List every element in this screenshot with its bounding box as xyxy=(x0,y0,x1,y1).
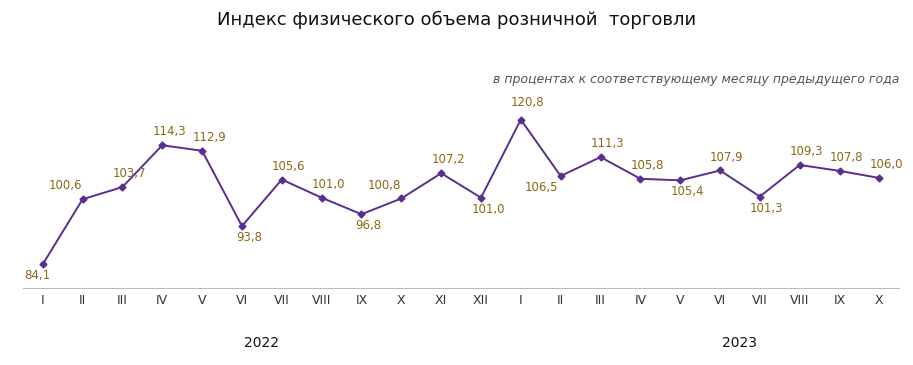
Text: 120,8: 120,8 xyxy=(511,96,544,108)
Text: 105,6: 105,6 xyxy=(272,160,306,173)
Text: 112,9: 112,9 xyxy=(192,131,226,144)
Text: 96,8: 96,8 xyxy=(355,219,382,232)
Text: 105,4: 105,4 xyxy=(670,185,704,199)
Text: 105,8: 105,8 xyxy=(631,159,664,172)
Text: Индекс физического объема розничной  торговли: Индекс физического объема розничной торг… xyxy=(217,11,696,29)
Text: 107,9: 107,9 xyxy=(710,150,744,164)
Text: в процентах к соответствующему месяцу предыдущего года: в процентах к соответствующему месяцу пр… xyxy=(493,73,899,86)
Text: 106,0: 106,0 xyxy=(869,158,903,171)
Text: 93,8: 93,8 xyxy=(236,231,262,244)
Text: 2023: 2023 xyxy=(722,337,758,350)
Text: 111,3: 111,3 xyxy=(591,137,624,150)
Text: 109,3: 109,3 xyxy=(790,145,824,158)
Text: 101,0: 101,0 xyxy=(471,203,505,216)
Text: 107,2: 107,2 xyxy=(431,153,465,166)
Text: 2022: 2022 xyxy=(245,337,279,350)
Text: 101,3: 101,3 xyxy=(750,201,783,215)
Text: 106,5: 106,5 xyxy=(524,181,558,194)
Text: 101,0: 101,0 xyxy=(312,178,345,191)
Text: 100,8: 100,8 xyxy=(368,178,402,192)
Text: 103,7: 103,7 xyxy=(112,167,146,180)
Text: 107,8: 107,8 xyxy=(830,151,863,164)
Text: 114,3: 114,3 xyxy=(152,125,186,138)
Text: 100,6: 100,6 xyxy=(49,179,83,192)
Text: 84,1: 84,1 xyxy=(24,269,50,283)
